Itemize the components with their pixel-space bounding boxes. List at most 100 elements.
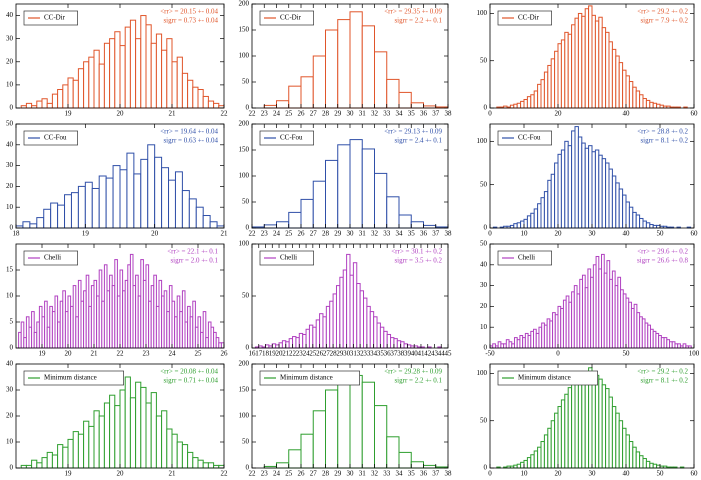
bar (298, 332, 304, 349)
x-tick-label: 44 (438, 350, 446, 358)
x-tick-label: 23 (261, 230, 269, 238)
bar (171, 61, 178, 109)
bar (376, 322, 381, 349)
bar (581, 15, 586, 109)
x-tick-label: 24 (273, 230, 281, 238)
bar (176, 441, 183, 469)
bar (98, 415, 105, 469)
y-tick-label: 10 (6, 292, 14, 300)
bar (537, 83, 542, 109)
bar (591, 151, 596, 229)
bar (374, 405, 388, 469)
bar (571, 24, 576, 109)
x-tick-label: 37 (432, 110, 440, 118)
bar (119, 45, 126, 109)
bar (265, 344, 270, 349)
y-tick-label: 50 (480, 56, 488, 64)
annotation: <rr> = 29.35 +- 0.09 (384, 8, 442, 16)
bar (605, 31, 610, 109)
bar (591, 371, 596, 469)
x-tick-label: 23 (296, 350, 304, 358)
x-tick-label: 31 (359, 110, 367, 118)
bar (567, 387, 573, 469)
y-tick-label: 200 (239, 120, 250, 128)
bar (22, 221, 31, 229)
bar (594, 20, 600, 109)
bar (577, 374, 583, 469)
y-tick-label: 150 (239, 146, 250, 154)
bar (625, 75, 630, 109)
x-tick-label: 29 (334, 230, 342, 238)
bar (288, 338, 294, 349)
y-tick-label: 30 (6, 386, 14, 394)
bar (645, 460, 651, 469)
x-tick-label: 38 (445, 110, 453, 118)
x-tick-label: 29 (336, 350, 344, 358)
y-tick-label: 30 (6, 34, 14, 42)
bar (67, 438, 74, 469)
bar (349, 139, 363, 229)
x-tick-label: 29 (334, 470, 342, 478)
bar (625, 434, 630, 469)
bar (577, 136, 583, 229)
legend-box (259, 130, 314, 146)
bar (312, 410, 326, 469)
bar (516, 222, 522, 229)
annotation: sigrr = 26.6 +- 0.8 (637, 257, 689, 265)
bar (374, 51, 388, 109)
bar (403, 343, 408, 349)
bar (263, 224, 277, 229)
bar (386, 196, 400, 229)
panel: 22 23 24 25 26 27 28 29 30 31 32 33 34 35 36 37 38 0 50 100… (239, 0, 453, 118)
x-tick-label: -50 (485, 350, 495, 358)
bar (359, 290, 365, 349)
bar (513, 464, 518, 469)
bar (591, 14, 596, 109)
x-tick-label: 20 (555, 470, 563, 478)
annotation: <rr> = 29.28 +- 0.09 (384, 368, 442, 376)
bar (526, 457, 532, 469)
y-tick-label: 50 (480, 240, 488, 248)
x-tick-label: 20 (151, 230, 159, 238)
annotation: <rr> = 28.8 +- 0.2 (637, 128, 688, 136)
x-tick-label: 38 (397, 350, 405, 358)
y-tick-label: 10 (480, 323, 488, 331)
bar (547, 64, 552, 109)
bar (114, 31, 121, 109)
y-tick-label: 50 (242, 292, 250, 300)
bar (155, 415, 163, 469)
bar (171, 433, 178, 469)
bar (342, 269, 348, 349)
bar (649, 462, 654, 469)
x-tick-label: 19 (82, 230, 90, 238)
bar (187, 79, 194, 109)
bar (386, 436, 400, 469)
bar (642, 458, 647, 469)
bar (632, 86, 637, 109)
bar (537, 203, 542, 229)
bar (325, 305, 331, 349)
bar (346, 253, 351, 349)
bar (571, 130, 576, 229)
x-tick-label: 40 (623, 470, 631, 478)
bar (103, 402, 111, 469)
bar (652, 463, 658, 469)
bar (77, 433, 85, 469)
bar (207, 100, 215, 109)
bar (181, 72, 189, 109)
x-tick-label: 24 (303, 350, 311, 358)
legend-box (23, 10, 78, 26)
bar (516, 463, 522, 469)
bar (140, 386, 147, 469)
x-tick-label: 30 (347, 110, 355, 118)
bar (119, 169, 128, 229)
y-tick-label: 100 (239, 172, 250, 180)
bar (601, 158, 607, 229)
legend-label: Minimum distance (518, 374, 571, 382)
x-tick-label: 33 (383, 470, 391, 478)
bar (119, 389, 126, 469)
bar (72, 79, 79, 109)
x-tick-label: 50 (657, 230, 665, 238)
bar (98, 175, 107, 229)
